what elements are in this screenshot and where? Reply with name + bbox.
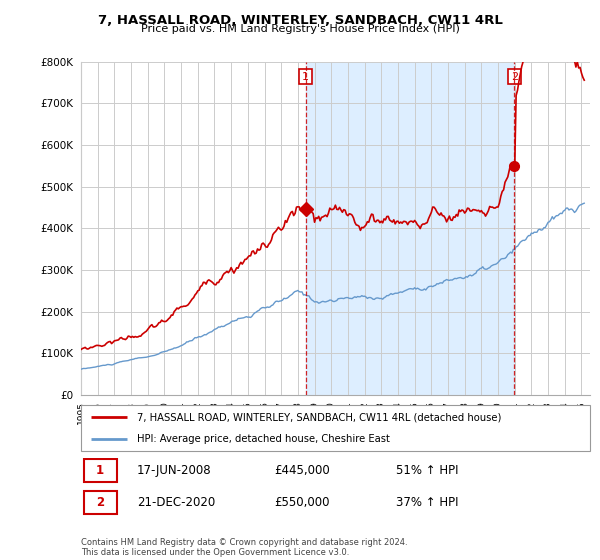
Text: 21-DEC-2020: 21-DEC-2020 [137, 496, 215, 510]
Text: 17-JUN-2008: 17-JUN-2008 [137, 464, 212, 477]
Text: 51% ↑ HPI: 51% ↑ HPI [397, 464, 459, 477]
Text: HPI: Average price, detached house, Cheshire East: HPI: Average price, detached house, Ches… [137, 435, 390, 444]
Text: £550,000: £550,000 [274, 496, 330, 510]
Text: 7, HASSALL ROAD, WINTERLEY, SANDBACH, CW11 4RL: 7, HASSALL ROAD, WINTERLEY, SANDBACH, CW… [98, 14, 502, 27]
Text: 7, HASSALL ROAD, WINTERLEY, SANDBACH, CW11 4RL (detached house): 7, HASSALL ROAD, WINTERLEY, SANDBACH, CW… [137, 412, 502, 422]
Text: 1: 1 [302, 72, 309, 82]
Text: 2: 2 [511, 72, 518, 82]
Text: 1: 1 [96, 464, 104, 477]
Text: Contains HM Land Registry data © Crown copyright and database right 2024.
This d: Contains HM Land Registry data © Crown c… [81, 538, 407, 557]
FancyBboxPatch shape [81, 405, 590, 451]
FancyBboxPatch shape [83, 459, 116, 482]
Text: 2: 2 [96, 496, 104, 510]
FancyBboxPatch shape [83, 491, 116, 515]
Text: Price paid vs. HM Land Registry's House Price Index (HPI): Price paid vs. HM Land Registry's House … [140, 24, 460, 34]
Bar [305, 62, 514, 395]
Text: 37% ↑ HPI: 37% ↑ HPI [397, 496, 459, 510]
Text: £445,000: £445,000 [274, 464, 330, 477]
